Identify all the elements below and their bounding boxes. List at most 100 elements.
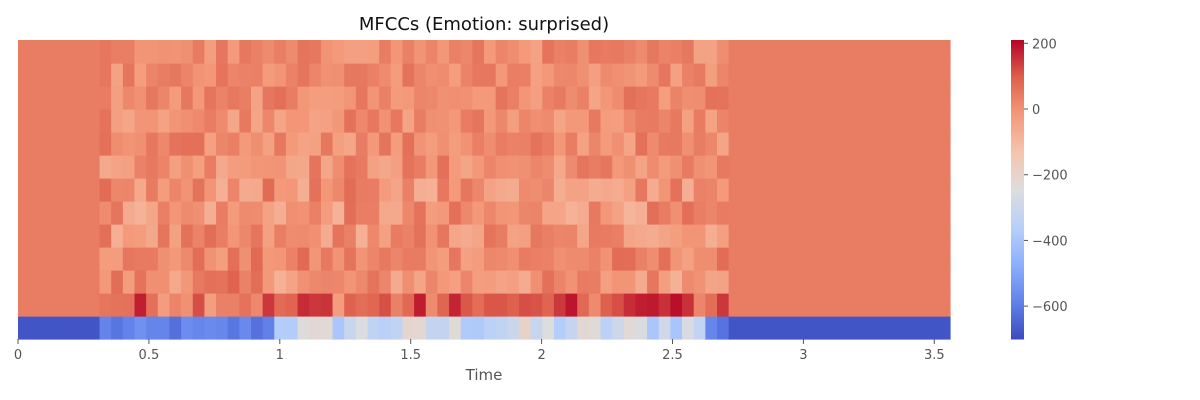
heatmap-cell — [588, 224, 602, 248]
heatmap-cell — [786, 86, 800, 110]
x-tick-label: 0.5 — [139, 348, 160, 363]
heatmap-cell — [751, 224, 765, 248]
heatmap-cell — [157, 201, 171, 225]
heatmap-cell — [181, 155, 194, 179]
heatmap-cell — [18, 293, 31, 317]
heatmap-cell — [425, 109, 438, 133]
heatmap-cell — [285, 40, 299, 64]
heatmap-cell — [379, 201, 392, 225]
colorbar-segment — [1011, 219, 1024, 223]
heatmap-cell — [775, 316, 788, 340]
heatmap-cell — [320, 86, 334, 110]
heatmap-cell — [99, 316, 112, 340]
heatmap-cell — [542, 293, 555, 317]
heatmap-cell — [612, 270, 625, 294]
heatmap-cell — [99, 247, 112, 271]
heatmap-cell — [518, 316, 532, 340]
heatmap-cell — [472, 178, 485, 202]
heatmap-cell — [670, 316, 683, 340]
heatmap-cell — [111, 63, 124, 87]
heatmap-cell — [833, 224, 846, 248]
heatmap-cell — [64, 270, 77, 294]
colorbar-segment — [1011, 326, 1024, 330]
heatmap-cell — [355, 316, 369, 340]
heatmap-cell — [623, 178, 637, 202]
heatmap-cell — [484, 178, 497, 202]
heatmap-cell — [682, 132, 695, 156]
heatmap-cell — [682, 316, 695, 340]
colorbar-segment — [1011, 214, 1024, 218]
heatmap-cell — [647, 201, 660, 225]
heatmap-cell — [542, 86, 555, 110]
heatmap-cell — [763, 63, 776, 87]
colorbar-segment — [1011, 129, 1024, 133]
heatmap-cell — [87, 270, 101, 294]
heatmap-cell — [798, 109, 811, 133]
heatmap-cell — [227, 224, 240, 248]
heatmap-cell — [239, 132, 252, 156]
colorbar-segment — [1011, 269, 1024, 273]
heatmap-cell — [52, 247, 66, 271]
heatmap-cell — [111, 109, 124, 133]
heatmap-cell — [216, 178, 229, 202]
heatmap-cell — [251, 316, 264, 340]
heatmap-cell — [891, 224, 904, 248]
heatmap-cell — [658, 86, 671, 110]
heatmap-cell — [635, 132, 648, 156]
heatmap-cell — [460, 63, 473, 87]
heatmap-cell — [635, 40, 648, 64]
colorbar-segment — [1011, 174, 1024, 178]
heatmap-cell — [274, 132, 287, 156]
heatmap-cell — [856, 132, 870, 156]
heatmap-cell — [577, 316, 590, 340]
heatmap-cell — [530, 132, 543, 156]
heatmap-cell — [251, 270, 264, 294]
heatmap-cell — [425, 270, 438, 294]
heatmap-cell — [239, 155, 252, 179]
heatmap-cell — [460, 86, 473, 110]
heatmap-cell — [717, 224, 730, 248]
heatmap-cell — [274, 86, 287, 110]
heatmap-cell — [18, 86, 31, 110]
heatmap-cell — [588, 293, 602, 317]
heatmap-cell — [938, 109, 951, 133]
heatmap-cell — [355, 270, 369, 294]
heatmap-cell — [379, 293, 392, 317]
heatmap-cell — [938, 178, 951, 202]
heatmap-cell — [344, 247, 357, 271]
heatmap-cell — [41, 40, 54, 64]
heatmap-cell — [344, 201, 357, 225]
heatmap-cell — [763, 132, 776, 156]
heatmap-cell — [775, 86, 788, 110]
heatmap-cell — [204, 155, 217, 179]
heatmap-cell — [449, 109, 462, 133]
heatmap-cell — [577, 86, 590, 110]
heatmap-cell — [635, 270, 648, 294]
heatmap-cell — [915, 86, 928, 110]
colorbar-tick-label: 0 — [1032, 103, 1040, 118]
heatmap-cell — [192, 40, 205, 64]
heatmap-cell — [449, 293, 462, 317]
heatmap-cell — [903, 247, 916, 271]
heatmap-cell — [903, 132, 916, 156]
heatmap-cell — [390, 40, 404, 64]
heatmap-cell — [926, 293, 939, 317]
heatmap-cell — [192, 155, 205, 179]
heatmap-cell — [41, 316, 54, 340]
heatmap-cell — [717, 316, 730, 340]
heatmap-cell — [821, 270, 835, 294]
heatmap-cell — [262, 270, 275, 294]
heatmap-cell — [262, 293, 275, 317]
heatmap-cell — [169, 155, 182, 179]
heatmap-cell — [64, 40, 77, 64]
heatmap-cell — [798, 40, 811, 64]
heatmap-cell — [87, 293, 101, 317]
heatmap-cell — [751, 293, 765, 317]
heatmap-cell — [856, 201, 870, 225]
heatmap-cell — [553, 178, 567, 202]
heatmap-cell — [891, 86, 904, 110]
heatmap-cell — [565, 109, 578, 133]
heatmap-cell — [856, 178, 870, 202]
colorbar-segment — [1011, 336, 1024, 340]
heatmap-cell — [297, 178, 310, 202]
